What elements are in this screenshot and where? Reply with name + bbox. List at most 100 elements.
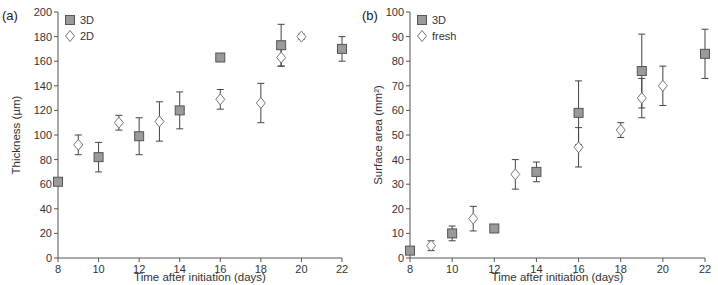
y-tick-label: 80 (392, 55, 404, 67)
error-bar (75, 135, 82, 155)
error-bar (95, 142, 102, 172)
x-axis (410, 258, 705, 259)
y-tick (406, 61, 410, 62)
y-tick (54, 258, 58, 259)
point (616, 125, 625, 136)
x-tick (301, 258, 302, 262)
error-cap (136, 117, 143, 118)
error-bar (659, 66, 666, 105)
error-cap (339, 36, 346, 37)
error-bar (217, 54, 224, 61)
point (637, 93, 646, 104)
error-cap (638, 78, 645, 79)
y-tick (406, 184, 410, 185)
panel: (b)0102030405060708090100810121416182022… (362, 6, 711, 283)
point (175, 106, 184, 115)
error-bar (638, 78, 645, 117)
x-tick (662, 258, 663, 262)
error-bar (257, 83, 264, 122)
point (490, 224, 499, 233)
point (94, 153, 103, 162)
legend-marker (66, 31, 75, 42)
y-tick-label: 20 (392, 203, 404, 215)
error-cap (617, 122, 624, 123)
error-cap (533, 162, 540, 163)
x-axis-label: Time after initiation (days) (492, 271, 624, 283)
y-tick (406, 208, 410, 209)
point (54, 177, 63, 186)
legend-marker (418, 31, 427, 42)
error-cap (278, 66, 285, 67)
error-bar (278, 49, 285, 66)
y-tick (54, 110, 58, 111)
panel-label: (a) (2, 8, 18, 23)
error-cap (257, 122, 264, 123)
x-tick (494, 258, 495, 262)
point (511, 169, 520, 180)
y-tick (54, 12, 58, 13)
point (277, 41, 286, 50)
y-tick-label: 50 (392, 129, 404, 141)
point (155, 116, 164, 127)
y-tick-label: 140 (34, 80, 52, 92)
y-tick (406, 135, 410, 136)
y-tick (54, 36, 58, 37)
error-bar (428, 241, 435, 251)
y-tick-label: 40 (40, 203, 52, 215)
error-bar (638, 34, 645, 108)
error-bar (533, 162, 540, 182)
point (216, 53, 225, 62)
error-cap (617, 137, 624, 138)
error-cap (449, 226, 456, 227)
x-tick-label: 8 (55, 263, 61, 275)
x-tick (220, 258, 221, 262)
error-cap (75, 135, 82, 136)
error-cap (278, 66, 285, 67)
error-cap (575, 127, 582, 128)
point (216, 94, 225, 105)
error-cap (470, 206, 477, 207)
y-tick-label: 120 (34, 104, 52, 116)
x-axis (58, 258, 342, 259)
y-tick (406, 85, 410, 86)
error-cap (75, 154, 82, 155)
x-tick (620, 258, 621, 262)
error-bar (470, 206, 477, 231)
error-bar (278, 24, 285, 66)
error-cap (176, 91, 183, 92)
legend-label: 2D (80, 30, 94, 42)
y-tick-label: 200 (34, 6, 52, 18)
error-bar (217, 89, 224, 109)
error-cap (95, 171, 102, 172)
figure: (a)0204060801001201401601802008101214161… (0, 0, 718, 285)
x-tick-label: 22 (699, 263, 711, 275)
x-tick-label: 10 (446, 263, 458, 275)
error-cap (575, 166, 582, 167)
panel: (a)0204060801001201401601802008101214161… (2, 6, 348, 283)
error-cap (449, 240, 456, 241)
error-cap (95, 142, 102, 143)
error-cap (217, 109, 224, 110)
error-bar (512, 160, 519, 190)
point (277, 52, 286, 63)
y-tick-label: 30 (392, 178, 404, 190)
error-cap (702, 78, 709, 79)
error-bar (702, 29, 709, 78)
point (74, 139, 83, 150)
error-cap (659, 66, 666, 67)
error-cap (115, 115, 122, 116)
error-bar (136, 118, 143, 155)
x-tick (260, 258, 261, 262)
error-cap (176, 128, 183, 129)
x-tick-label: 20 (295, 263, 307, 275)
y-tick-label: 0 (46, 252, 52, 264)
x-tick (578, 258, 579, 262)
y-axis-label: Surface area (mm²) (372, 85, 384, 185)
y-tick-label: 70 (392, 80, 404, 92)
error-cap (659, 105, 666, 106)
y-tick (406, 110, 410, 111)
y-tick-label: 20 (40, 227, 52, 239)
error-cap (533, 181, 540, 182)
y-tick (406, 12, 410, 13)
error-bar (176, 92, 183, 129)
